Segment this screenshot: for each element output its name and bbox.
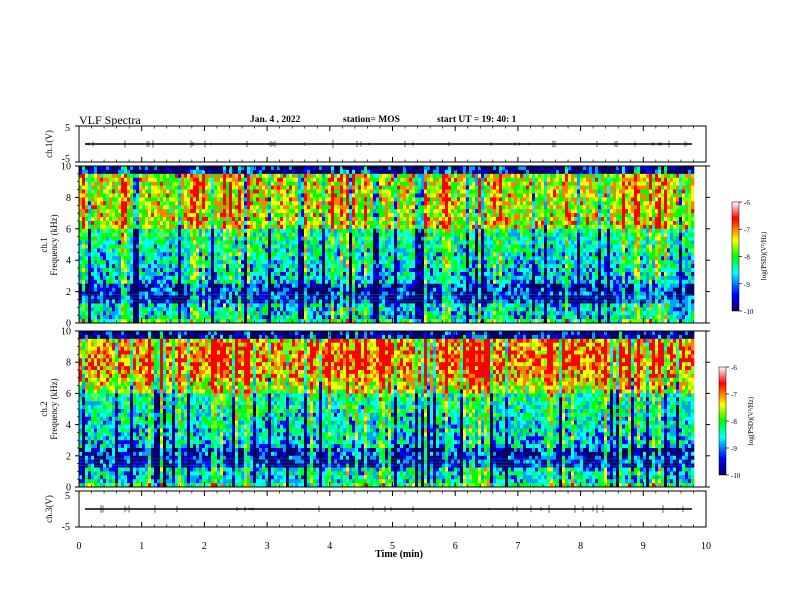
ytick-label: 4 — [66, 256, 71, 267]
ytick-label: 6 — [66, 389, 71, 400]
colorbar-tick-label: -10 — [731, 472, 741, 480]
colorbar-tick-label: -6 — [731, 364, 737, 372]
ytick-label: 8 — [66, 193, 71, 204]
ytick-label: -5 — [62, 154, 70, 165]
waveform-panel-ch3: 5 -5 ch.3(V) — [44, 490, 707, 533]
ytick-label: 0 — [66, 319, 71, 330]
header-station: station= MOS — [343, 115, 400, 125]
xtick-label: 7 — [515, 541, 520, 552]
xtick-label: 9 — [641, 541, 646, 552]
ytick-label: 10 — [61, 327, 71, 338]
xtick-label: 5 — [390, 541, 395, 552]
colorbar-tick-label: -8 — [744, 254, 750, 262]
colorbar-tick-label: -9 — [731, 445, 737, 453]
spectrogram-panel-ch1: 0 2 4 6 8 10 ch.1 Frequency (kHz) — [39, 162, 710, 330]
ytick-label: 2 — [66, 451, 71, 462]
header-date: Jan. 4 , 2022 — [250, 115, 301, 125]
colorbar-ch2-scale — [718, 366, 727, 476]
ytick-label: 4 — [66, 420, 71, 431]
xtick-label: 3 — [265, 541, 270, 552]
xtick-label: 10 — [701, 541, 711, 552]
x-axis: 0 1 2 3 4 5 6 7 8 9 10 — [77, 126, 711, 552]
colorbar-tick-label: -7 — [731, 391, 737, 399]
chart-title: VLF Spectra — [79, 113, 141, 127]
ytick-label: -5 — [62, 522, 70, 533]
ytick-label: 10 — [61, 162, 71, 173]
header-start-time: start UT = 19: 40: 1 — [437, 115, 517, 125]
spectrogram-ylabel-ch2: Frequency (kHz) — [49, 378, 59, 439]
ytick-label: 2 — [66, 287, 71, 298]
ytick-label: 5 — [65, 491, 70, 502]
colorbar-ch2-label: log(PSD)(V²/Hz) — [747, 396, 755, 445]
colorbar-tick-label: -7 — [744, 226, 750, 234]
colorbar-ch1-scale — [731, 201, 740, 312]
ytick-label: 0 — [66, 483, 71, 494]
xtick-label: 8 — [578, 541, 583, 552]
waveform-panel-ch1: 5 -5 ch.1(V) — [44, 123, 707, 165]
colorbar-tick-label: -9 — [744, 281, 750, 289]
colorbar-tick-label: -8 — [731, 418, 737, 426]
xtick-label: 4 — [327, 541, 332, 552]
ytick-label: 5 — [65, 123, 70, 134]
spectrogram-ylabel-ch1: Frequency (kHz) — [49, 214, 59, 275]
colorbar-ch2: -6 -7 -8 -9 -10 log(PSD)(V²/Hz) — [718, 364, 755, 480]
spectrogram-ylabel-top-ch2: ch.2 — [39, 401, 49, 416]
xtick-label: 0 — [77, 541, 82, 552]
colorbar-tick-label: -10 — [744, 308, 754, 316]
waveform-ylabel-ch1: ch.1(V) — [44, 130, 54, 158]
spectrogram-panel-ch2: 0 2 4 6 8 10 ch.2 Frequency (kHz) — [39, 327, 710, 494]
colorbar-ch1: -6 -7 -8 -9 -10 log(PSD)(V²/Hz) — [731, 199, 768, 316]
colorbar-tick-label: -6 — [744, 199, 750, 207]
xtick-label: 2 — [202, 541, 207, 552]
ytick-label: 6 — [66, 224, 71, 235]
spectrogram-ylabel-top-ch1: ch.1 — [39, 237, 49, 252]
colorbar-ch1-label: log(PSD)(V²/Hz) — [760, 231, 768, 280]
waveform-ylabel-ch3: ch.3(V) — [44, 495, 54, 523]
xtick-label: 1 — [139, 541, 144, 552]
xtick-label: 6 — [453, 541, 458, 552]
ytick-label: 8 — [66, 358, 71, 369]
x-axis-title: Time (min) — [375, 549, 423, 560]
